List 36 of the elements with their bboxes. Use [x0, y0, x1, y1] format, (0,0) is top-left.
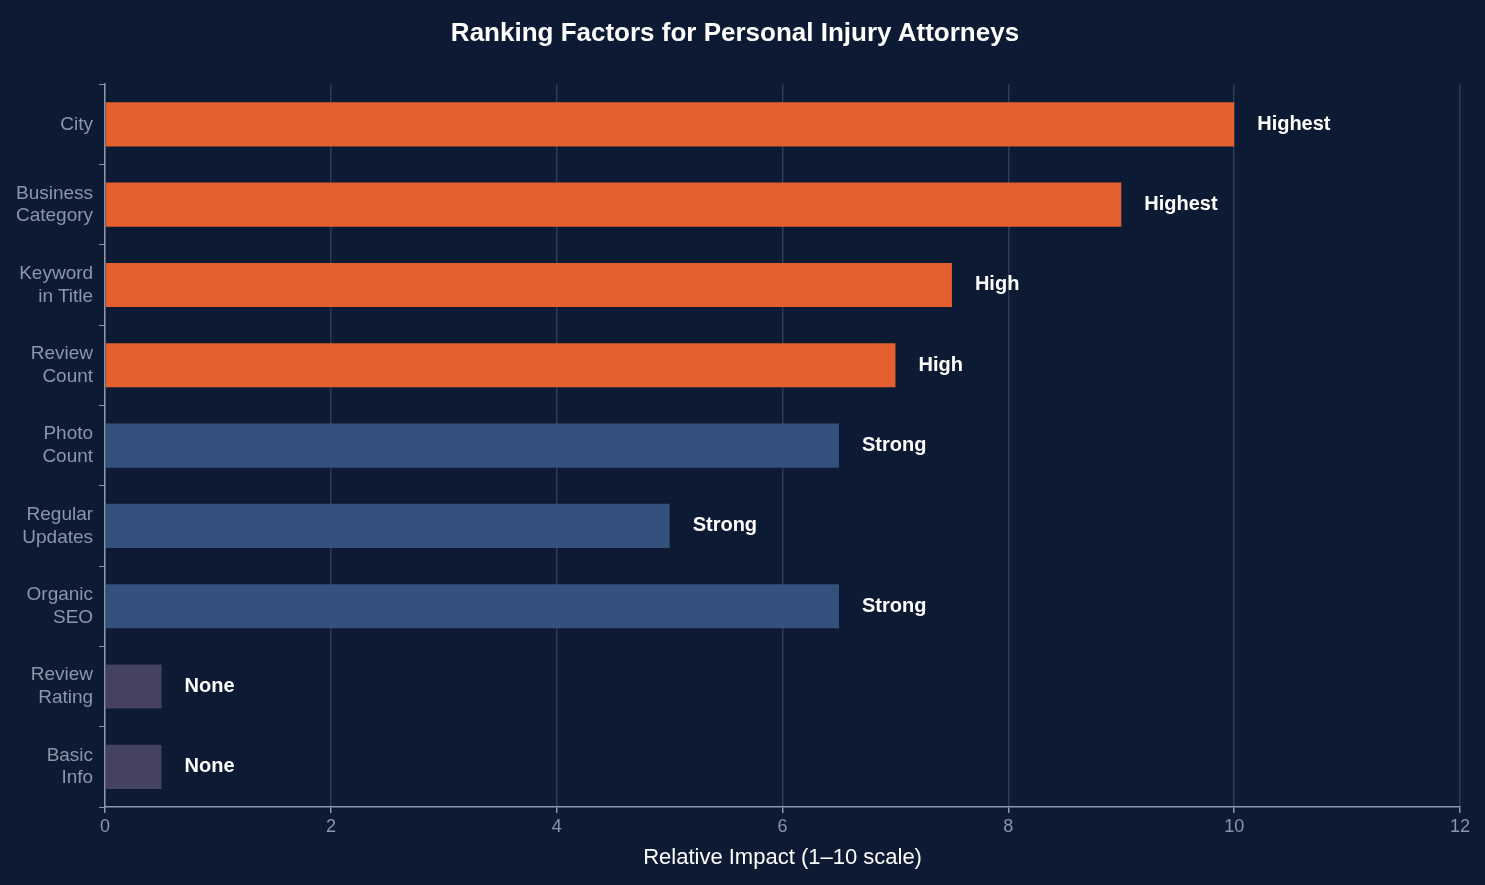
- data-label: None: [184, 754, 235, 777]
- x-tick-label: 12: [1449, 815, 1471, 836]
- bar: [105, 182, 1122, 227]
- bar: [105, 664, 162, 709]
- x-tick-label: 4: [551, 815, 562, 836]
- bar: [105, 744, 162, 789]
- y-tick-label: Keyword in Title: [19, 261, 94, 306]
- y-tick-label: Review Rating: [30, 663, 94, 708]
- bar: [105, 343, 896, 388]
- x-tick-label: 8: [1003, 815, 1014, 836]
- data-label: Highest: [1257, 111, 1331, 134]
- bar: [105, 102, 1235, 147]
- y-tick-label: Photo Count: [42, 422, 94, 467]
- y-tick-label: City: [60, 112, 94, 134]
- y-tick-label: Basic Info: [46, 743, 94, 788]
- data-label: High: [918, 352, 963, 375]
- y-tick-label: Review Count: [30, 342, 94, 386]
- data-label: Highest: [1144, 192, 1218, 215]
- bar: [105, 262, 952, 308]
- x-tick-label: 10: [1224, 815, 1245, 836]
- bar: [105, 423, 839, 468]
- data-label: High: [974, 272, 1020, 295]
- y-tick-label: Business Category: [15, 181, 94, 226]
- x-axis-title: Relative Impact (1–10 scale): [643, 843, 922, 869]
- data-label: Strong: [692, 513, 758, 536]
- chart-title: Ranking Factors for Personal Injury Attorneys: [450, 16, 1020, 47]
- x-tick-label: 0: [100, 815, 111, 836]
- y-tick-label: Organic SEO: [26, 583, 94, 627]
- data-label: None: [184, 674, 235, 697]
- y-tick-label: Regular Updates: [22, 502, 94, 547]
- x-tick-label: 6: [777, 815, 788, 836]
- data-label: Strong: [862, 593, 927, 616]
- data-label: Strong: [862, 433, 927, 456]
- bar: [105, 503, 670, 548]
- bar: [105, 584, 839, 629]
- x-tick-label: 2: [325, 815, 336, 836]
